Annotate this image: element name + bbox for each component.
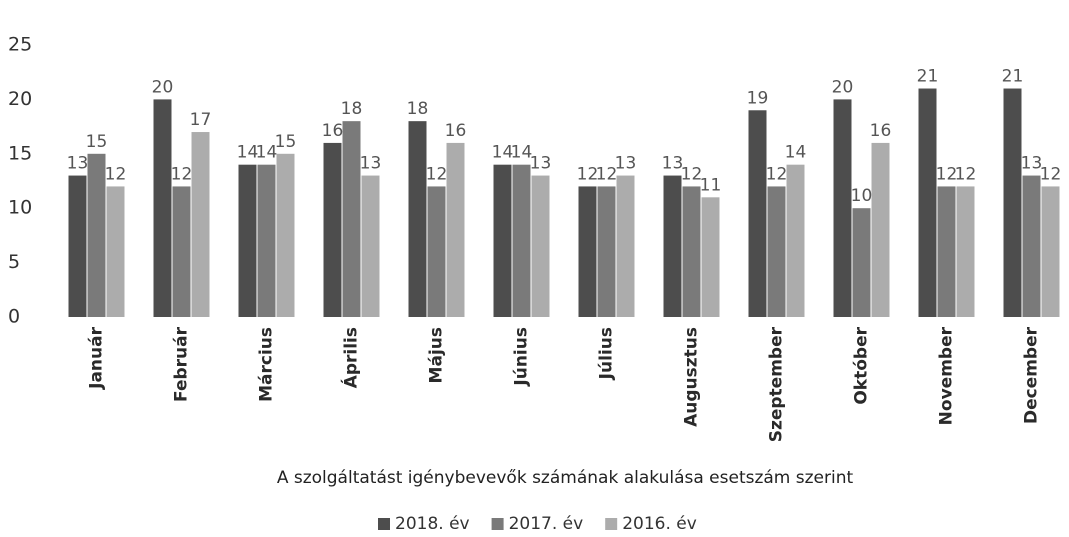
- y-tick-label: 15: [8, 142, 32, 164]
- x-tick-label: Október: [852, 326, 872, 404]
- data-label: 12: [105, 164, 127, 184]
- data-label: 14: [256, 143, 278, 163]
- bar: [276, 153, 295, 317]
- bar: [153, 99, 172, 318]
- data-label: 19: [747, 88, 769, 108]
- bar: [852, 208, 871, 317]
- data-label: 15: [275, 132, 297, 152]
- legend-label: 2017. év: [509, 514, 584, 534]
- data-label: 15: [86, 132, 108, 152]
- data-label: 21: [917, 67, 939, 87]
- bar: [833, 99, 852, 318]
- x-tick-label: Január: [87, 326, 107, 389]
- data-label: 12: [577, 164, 599, 184]
- bar: [342, 121, 361, 317]
- x-tick-label: December: [1022, 326, 1042, 424]
- data-label: 12: [426, 164, 448, 184]
- bar: [786, 164, 805, 317]
- bar: [1022, 175, 1041, 317]
- data-label: 12: [1040, 164, 1062, 184]
- x-tick-label: Április: [340, 327, 362, 388]
- x-tick-label: Szeptember: [767, 326, 787, 442]
- x-tick-label: Június: [512, 327, 532, 387]
- x-tick-label: Május: [427, 327, 447, 383]
- bar: [68, 175, 87, 317]
- x-tick-label: Március: [257, 327, 277, 402]
- legend-swatch: [378, 518, 390, 530]
- data-label: 14: [237, 143, 259, 163]
- y-tick-label: 25: [8, 34, 32, 56]
- data-label: 12: [766, 164, 788, 184]
- data-label: 18: [341, 99, 363, 119]
- chart-title: A szolgáltatást igénybevevők számának al…: [277, 468, 854, 488]
- bar: [531, 175, 550, 317]
- bar: [956, 186, 975, 317]
- bar: [493, 164, 512, 317]
- data-label: 13: [1021, 154, 1043, 174]
- legend-swatch: [605, 518, 618, 530]
- bar: [512, 164, 531, 317]
- data-label: 10: [851, 186, 873, 206]
- bar: [663, 175, 682, 317]
- legend-label: 2018. év: [395, 514, 470, 534]
- x-tick-label: Augusztus: [682, 327, 702, 427]
- bar: [87, 153, 106, 317]
- bar: [682, 186, 701, 317]
- bar: [106, 186, 125, 317]
- bar: [937, 186, 956, 317]
- bar: [408, 121, 427, 317]
- x-tick-label: Július: [597, 327, 617, 380]
- bar: [1041, 186, 1060, 317]
- bar: [1003, 88, 1022, 318]
- data-label: 16: [870, 121, 892, 141]
- bar: [767, 186, 786, 317]
- y-tick-label: 20: [8, 88, 32, 110]
- bar: [238, 164, 257, 317]
- bar: [361, 175, 380, 317]
- bar: [172, 186, 191, 317]
- data-label: 12: [681, 164, 703, 184]
- legend-swatch: [491, 518, 504, 530]
- data-label: 12: [171, 164, 193, 184]
- data-label: 11: [700, 175, 722, 195]
- data-label: 13: [530, 154, 552, 174]
- bar: [597, 186, 616, 317]
- bar: [427, 186, 446, 317]
- x-tick-label: November: [937, 326, 957, 425]
- bar: [323, 142, 342, 317]
- bar: [871, 142, 890, 317]
- bar: [446, 142, 465, 317]
- y-tick-label: 0: [8, 306, 20, 328]
- data-label: 12: [936, 164, 958, 184]
- x-tick-label: Február: [172, 326, 192, 402]
- data-label: 17: [190, 110, 212, 130]
- data-label: 18: [407, 99, 429, 119]
- y-tick-label: 10: [8, 197, 32, 219]
- data-label: 16: [322, 121, 344, 141]
- data-label: 21: [1002, 67, 1024, 87]
- data-label: 14: [511, 143, 533, 163]
- data-label: 12: [955, 164, 977, 184]
- bar: [701, 197, 720, 317]
- bar: [191, 132, 210, 317]
- data-label: 20: [152, 77, 174, 97]
- data-label: 13: [662, 154, 684, 174]
- data-label: 12: [596, 164, 618, 184]
- y-tick-label: 5: [8, 251, 20, 273]
- legend-label: 2016. év: [622, 514, 697, 534]
- data-label: 13: [615, 154, 637, 174]
- bar: [918, 88, 937, 318]
- data-label: 13: [67, 154, 89, 174]
- bar: [578, 186, 597, 317]
- bar: [257, 164, 276, 317]
- data-label: 14: [785, 143, 807, 163]
- data-label: 16: [445, 121, 467, 141]
- bar: [616, 175, 635, 317]
- bar: [748, 110, 767, 317]
- data-label: 20: [832, 77, 854, 97]
- data-label: 14: [492, 143, 514, 163]
- data-label: 13: [360, 154, 382, 174]
